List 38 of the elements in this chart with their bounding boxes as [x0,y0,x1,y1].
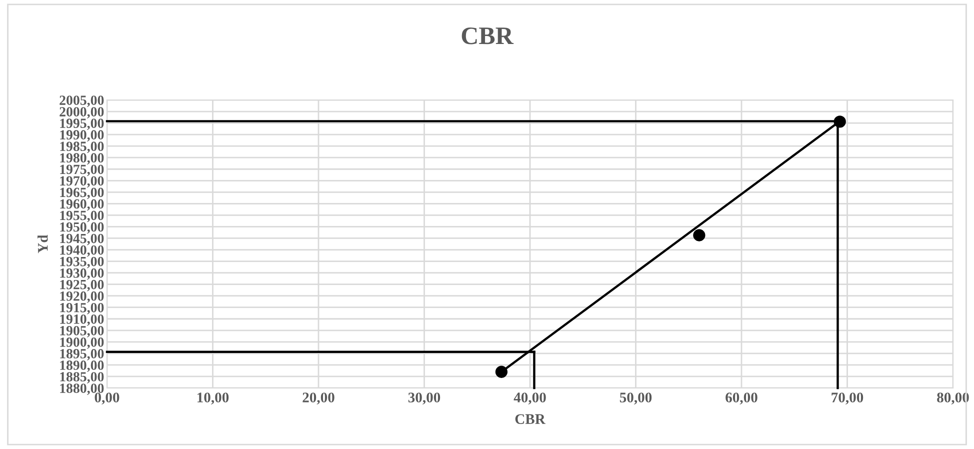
chart-title: CBR [462,27,514,44]
y-tick-label: 1995,00 [60,118,104,130]
y-tick-label: 1965,00 [60,188,104,200]
y-tick-label: 1955,00 [60,210,104,222]
y-tick-label: 1990,00 [60,130,104,142]
y-tick-label: 1880,00 [60,384,104,395]
x-tick-label: 30,00 [408,392,440,405]
y-tick-label: 2005,00 [60,96,104,107]
y-tick-label: 1895,00 [60,349,104,360]
y-axis-title: Yd [38,234,48,254]
y-tick-label: 1945,00 [60,234,104,246]
x-tick-label: 0,00 [94,392,120,405]
x-tick-label: 50,00 [620,392,652,405]
y-tick-label: 1885,00 [60,372,104,384]
x-tick-label: 80,00 [937,392,969,405]
y-tick-label: 1935,00 [60,256,104,268]
y-tick-label: 1910,00 [60,314,104,326]
x-tick-label: 10,00 [198,392,229,405]
y-tick-label: 1950,00 [60,222,104,234]
y-tick-label: 1970,00 [60,176,104,188]
y-tick-label: 2000,00 [60,107,104,118]
y-tick-label: 1890,00 [60,360,104,372]
y-tick-label: 1925,00 [60,280,104,292]
y-tick-label: 1960,00 [60,199,104,211]
y-tick-label: 1975,00 [60,164,104,176]
x-tick-label: 60,00 [726,392,758,405]
y-tick-label: 1905,00 [60,326,104,338]
x-tick-label: 20,00 [302,392,334,405]
y-tick-label: 1920,00 [60,291,104,303]
y-tick-label: 1940,00 [60,245,104,257]
y-tick-label: 1930,00 [60,268,104,280]
x-axis-title: CBR [515,414,546,424]
x-tick-label: 40,00 [514,392,546,405]
y-tick-label: 1980,00 [60,153,104,165]
x-tick-label: 70,00 [832,392,864,405]
y-tick-label: 1900,00 [60,338,104,349]
y-tick-label: 1915,00 [60,302,104,314]
y-tick-label: 1985,00 [60,142,104,154]
